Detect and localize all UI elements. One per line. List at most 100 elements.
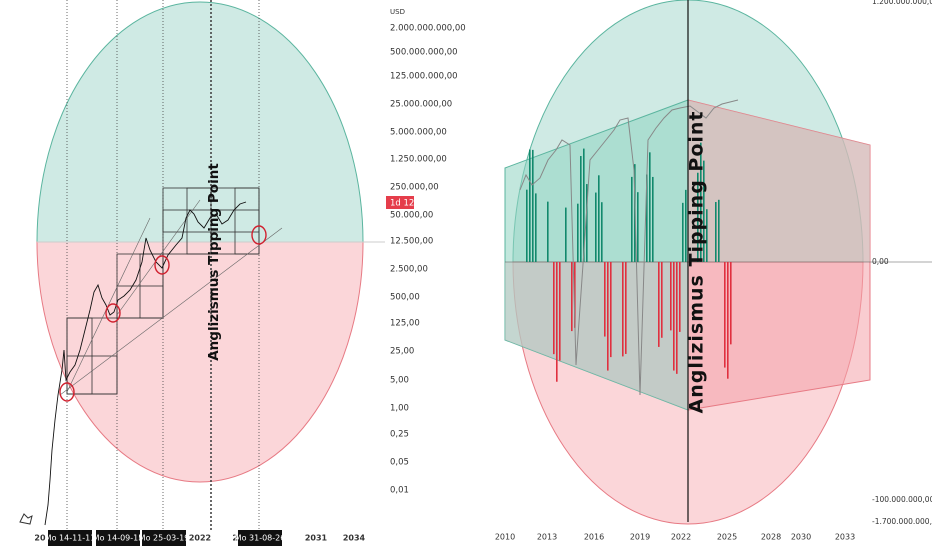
year-label: 2013 <box>537 533 557 542</box>
histogram-bar <box>652 176 654 262</box>
histogram-bar <box>631 176 633 262</box>
price-label: 50.000,00 <box>390 211 433 221</box>
histogram-bar <box>682 202 684 262</box>
price-axis: USD 1d 12h 2.000.000.000,00 500.000.000,0… <box>386 8 466 496</box>
histogram-bar <box>679 262 681 332</box>
histogram-bar <box>697 172 699 262</box>
date-label: Mo 31-08-26 <box>235 534 286 543</box>
histogram-bar <box>730 262 732 345</box>
histogram-bar <box>661 262 663 338</box>
histogram-bar <box>553 262 555 355</box>
logo-icon <box>19 513 33 525</box>
histogram-bar <box>586 184 588 262</box>
histogram <box>526 142 732 382</box>
annotation: Anglizismus Tipping Point <box>686 110 708 413</box>
oscillator-line <box>519 99 739 396</box>
price-label: 0,25 <box>390 430 409 440</box>
histogram-bar <box>559 262 561 361</box>
price-label: 12.500,00 <box>390 237 433 247</box>
value-label: 0,00 <box>872 257 889 266</box>
histogram-bar <box>526 189 528 262</box>
histogram-bar <box>670 262 672 331</box>
value-axis: 1.200.000.000,00 0,00 -100.000.000,00 -1.70… <box>872 0 932 526</box>
date-label: Mo 25-03-19 <box>139 534 190 543</box>
histogram-bar <box>532 149 534 262</box>
left-chart: Anglizismus Tipping Point <box>19 0 385 530</box>
right-chart: Anglizismus Tipping Point <box>504 0 932 525</box>
lower-half-ellipse <box>36 241 364 483</box>
overlap-lower-left <box>505 262 688 410</box>
price-label: 125,00 <box>390 319 420 329</box>
price-line <box>44 201 247 526</box>
histogram-bar <box>580 156 582 262</box>
histogram-bar <box>658 262 660 347</box>
price-label: 1,00 <box>390 404 409 414</box>
histogram-bar <box>595 192 597 262</box>
price-label: 5,00 <box>390 376 409 386</box>
histogram-bar <box>583 148 585 262</box>
price-label: 500.000.000,00 <box>390 48 458 58</box>
price-label: 25,00 <box>390 347 414 357</box>
annotation: Anglizismus Tipping Point <box>206 163 222 361</box>
date-label: 2031 <box>305 534 328 543</box>
histogram-bar <box>598 175 600 262</box>
date-label: 20 <box>34 534 46 543</box>
year-label: 2030 <box>791 533 811 542</box>
upper-half-ellipse <box>36 1 364 243</box>
histogram-bar <box>685 189 687 262</box>
histogram-bar <box>673 262 675 371</box>
value-label: 1.200.000.000,00 <box>872 0 932 6</box>
price-label: 2.500,00 <box>390 265 428 275</box>
histogram-bar <box>574 262 576 328</box>
histogram-bar <box>676 262 678 374</box>
value-label: -100.000.000,00 <box>872 495 932 504</box>
price-label: 125.000.000,00 <box>390 72 458 82</box>
date-badge <box>48 530 92 546</box>
year-label: 2010 <box>495 533 515 542</box>
histogram-bar <box>637 192 639 262</box>
value-label: -1.700.000.000,00 <box>872 517 932 526</box>
price-label: 250.000,00 <box>390 183 439 193</box>
histogram-bar <box>706 209 708 262</box>
histogram-bar <box>547 201 549 262</box>
year-label: 2016 <box>584 533 604 542</box>
date-label: 2022 <box>189 534 211 543</box>
price-label: 1.250.000,00 <box>390 155 447 165</box>
histogram-bar <box>565 207 567 262</box>
price-label: 2.000.000.000,00 <box>390 24 466 34</box>
histogram-bar <box>625 262 627 354</box>
year-label: 2025 <box>717 533 737 542</box>
histogram-bar <box>646 174 648 262</box>
year-label: 2022 <box>671 533 691 542</box>
histogram-bar <box>535 193 537 262</box>
date-badge <box>238 530 282 546</box>
histogram-bar <box>571 262 573 332</box>
price-label: 0,01 <box>390 486 409 496</box>
year-label: 2028 <box>761 533 781 542</box>
histogram-bar <box>529 149 531 262</box>
histogram-bar <box>607 262 609 371</box>
histogram-bar <box>703 160 705 262</box>
histogram-bar <box>622 262 624 357</box>
overlap-upper-right <box>688 100 870 262</box>
year-label: 2019 <box>630 533 650 542</box>
histogram-bar <box>556 262 558 382</box>
date-label: 2034 <box>343 534 366 543</box>
countdown-badge: 1d 12h <box>390 199 420 209</box>
highlight-circles <box>59 225 267 402</box>
histogram-bar <box>604 262 606 337</box>
histogram-bar <box>601 202 603 262</box>
currency-label: USD <box>390 8 405 16</box>
histogram-bar <box>577 203 579 262</box>
price-label: 5.000.000,00 <box>390 128 447 138</box>
date-badge <box>142 530 186 546</box>
price-label: 25.000.000,00 <box>390 100 452 110</box>
date-badge <box>96 530 140 546</box>
histogram-bar <box>649 152 651 262</box>
histogram-bar <box>715 201 717 262</box>
date-label: Mo 14-09-15 <box>93 534 144 543</box>
price-label: 500,00 <box>390 293 420 303</box>
date-label: Mo 14-11-11 <box>45 534 96 543</box>
